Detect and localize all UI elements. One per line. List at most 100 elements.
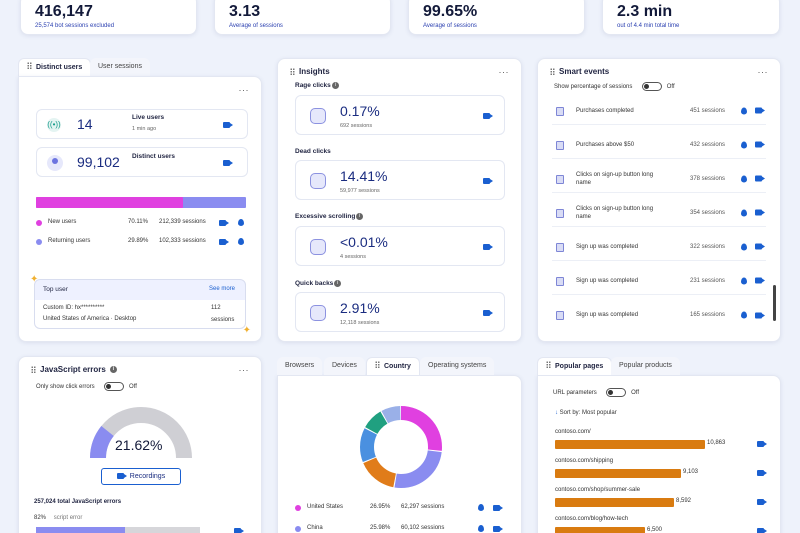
tab-popular-products[interactable]: Popular products: [611, 357, 680, 375]
page-views-bar[interactable]: [555, 498, 674, 507]
tab-devices[interactable]: Devices: [324, 357, 365, 375]
heatmap-icon[interactable]: [741, 175, 747, 182]
users-row-returning: Returning users 29.89% 102,333 sessions: [36, 236, 248, 248]
more-options-icon[interactable]: ···: [757, 67, 768, 77]
info-icon[interactable]: i: [109, 366, 117, 373]
recording-icon[interactable]: [757, 470, 767, 476]
recording-icon[interactable]: [493, 526, 503, 532]
recording-icon[interactable]: [223, 160, 233, 166]
drag-handle-icon[interactable]: [31, 366, 36, 373]
url-parameters-toggle[interactable]: [606, 388, 627, 397]
recording-icon[interactable]: [755, 141, 765, 148]
donut-slice-united-states[interactable]: [360, 406, 442, 488]
insight-name: Quick backs: [295, 280, 334, 287]
page-url[interactable]: contoso.com/: [555, 429, 591, 435]
drag-handle-icon[interactable]: [550, 68, 555, 75]
tab-browsers[interactable]: Browsers: [277, 357, 323, 375]
drag-handle-icon[interactable]: [27, 62, 32, 69]
event-sessions: 231 sessions: [690, 277, 726, 284]
stat-value: 99.65%: [423, 3, 478, 20]
sort-button[interactable]: ↓ Sort by: Most popular: [555, 410, 617, 416]
recording-icon[interactable]: [483, 244, 493, 250]
smart-events-panel: Smart events ··· Show percentage of sess…: [537, 58, 781, 342]
document-icon: [556, 175, 564, 184]
returning-users-dot: [36, 239, 42, 245]
tab-popular-pages[interactable]: Popular pages: [537, 357, 613, 375]
more-options-icon[interactable]: ···: [238, 365, 249, 375]
tab-country[interactable]: Country: [366, 357, 420, 375]
page-url[interactable]: contoso.com/blog/how-tech: [555, 516, 629, 522]
recording-icon[interactable]: [757, 528, 767, 533]
row-sessions: 212,339 sessions: [159, 219, 206, 225]
drag-handle-icon[interactable]: [290, 68, 295, 75]
insight-name: Rage clicks: [295, 82, 331, 89]
page-views-bar[interactable]: [555, 440, 705, 449]
click-errors-toggle[interactable]: [104, 382, 125, 391]
info-icon[interactable]: i: [356, 213, 363, 220]
event-row[interactable]: Purchases above $50 432 sessions: [552, 131, 766, 159]
recording-icon[interactable]: [757, 441, 767, 447]
recording-icon[interactable]: [483, 178, 493, 184]
heatmap-icon[interactable]: [741, 243, 747, 250]
heatmap-icon[interactable]: [478, 504, 484, 511]
event-row[interactable]: Purchases completed 451 sessions: [552, 97, 766, 125]
recording-icon[interactable]: [483, 113, 493, 119]
drag-handle-icon[interactable]: [546, 361, 551, 368]
percentage-toggle[interactable]: [642, 82, 663, 91]
recording-icon[interactable]: [493, 505, 503, 511]
recording-icon[interactable]: [755, 312, 765, 318]
page-url[interactable]: contoso.com/shipping: [555, 458, 614, 464]
event-actions: [741, 277, 765, 284]
donut-slice-other-2[interactable]: [360, 406, 442, 488]
tab-operating-systems[interactable]: Operating systems: [420, 357, 495, 375]
insight-sub: 4 sessions: [340, 254, 366, 260]
recordings-button[interactable]: Recordings: [101, 468, 181, 485]
event-row[interactable]: Clicks on sign-up button long name 354 s…: [552, 199, 766, 227]
event-row[interactable]: Sign up was completed 322 sessions: [552, 233, 766, 261]
stat-sub: out of 4.4 min total time: [617, 23, 680, 29]
heatmap-icon[interactable]: [741, 107, 747, 114]
more-options-icon[interactable]: ···: [238, 85, 249, 95]
page-views-bar[interactable]: [555, 527, 645, 533]
event-row[interactable]: Clicks on sign-up button long name 378 s…: [552, 165, 766, 193]
distinct-users-label: Distinct users: [132, 153, 175, 160]
recording-icon[interactable]: [755, 107, 765, 114]
event-row[interactable]: Sign up was completed 165 sessions: [552, 301, 766, 329]
donut-slice-china[interactable]: [360, 406, 442, 488]
recording-icon[interactable]: [755, 243, 765, 250]
event-row[interactable]: Sign up was completed 231 sessions: [552, 267, 766, 295]
heatmap-icon[interactable]: [741, 277, 747, 284]
scrollbar[interactable]: [773, 285, 776, 321]
recording-icon[interactable]: [234, 528, 244, 533]
users-row-new: New users 70.11% 212,339 sessions: [36, 217, 248, 229]
recording-icon[interactable]: [219, 239, 229, 245]
recording-icon[interactable]: [223, 122, 233, 128]
recording-icon[interactable]: [755, 175, 765, 182]
heatmap-icon[interactable]: [238, 238, 244, 245]
heatmap-icon[interactable]: [741, 209, 747, 216]
row-sessions: 102,333 sessions: [159, 238, 206, 244]
drag-handle-icon[interactable]: [375, 361, 380, 368]
heatmap-icon[interactable]: [741, 141, 747, 148]
heatmap-icon[interactable]: [238, 219, 244, 226]
heatmap-icon[interactable]: [741, 311, 747, 319]
heatmap-icon[interactable]: [478, 525, 484, 532]
insight-value: 14.41%: [340, 168, 388, 184]
recording-icon[interactable]: [757, 499, 767, 505]
page-views-bar[interactable]: [555, 469, 681, 478]
info-icon[interactable]: i: [332, 82, 339, 89]
js-errors-title: JavaScript errors: [40, 365, 106, 374]
see-more-link[interactable]: See more: [208, 286, 235, 292]
event-sessions: 354 sessions: [690, 209, 726, 216]
tab-distinct-users[interactable]: Distinct users: [18, 58, 92, 76]
recording-icon[interactable]: [219, 220, 229, 226]
more-options-icon[interactable]: ···: [498, 67, 509, 77]
info-icon[interactable]: i: [334, 280, 341, 287]
recording-icon[interactable]: [483, 310, 493, 316]
recording-icon[interactable]: [755, 209, 765, 216]
page-url[interactable]: contoso.com/shop/summer-sale: [555, 487, 641, 493]
insight-sub: 59,977 sessions: [340, 188, 380, 194]
tab-user-sessions[interactable]: User sessions: [90, 58, 150, 76]
event-name: Sign up was completed: [576, 243, 639, 250]
recording-icon[interactable]: [755, 277, 765, 284]
